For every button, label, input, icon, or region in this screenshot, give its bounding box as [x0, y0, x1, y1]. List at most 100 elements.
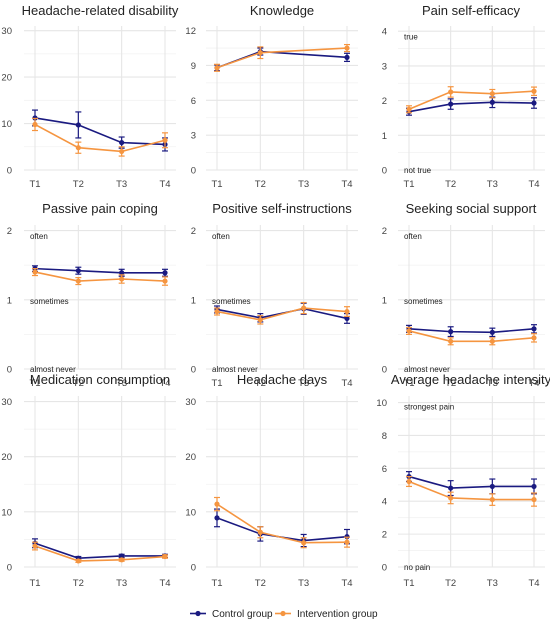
panel-2: Knowledge 0 3 6 9 12 T1 T2 T3 T4 — [185, 3, 358, 190]
data-point — [344, 54, 350, 60]
y-tick-label: 9 — [191, 61, 196, 72]
data-point — [489, 99, 495, 105]
series-line — [34, 542, 165, 559]
x-tick-label: T4 — [159, 578, 170, 589]
x-tick-label: T3 — [116, 378, 127, 389]
series-line — [216, 307, 348, 321]
panel-title: Knowledge — [250, 3, 314, 18]
x-tick-label: T2 — [73, 378, 84, 389]
series-control — [406, 471, 537, 497]
y-tick-label: 2 — [382, 226, 387, 237]
scale-annotation: often — [212, 232, 230, 241]
gridlines — [206, 396, 358, 568]
x-tick-label: T2 — [255, 179, 266, 190]
data-point — [531, 100, 537, 106]
x-tick-label: T4 — [528, 179, 539, 190]
y-tick-label: 20 — [1, 73, 12, 84]
data-point — [448, 338, 454, 344]
panel-title: Medication consumption — [30, 372, 170, 387]
panel-5: Positive self-instructions 0 1 2 T1 T2 T3 T4 oft… — [191, 201, 358, 389]
x-tick-label: T1 — [29, 578, 40, 589]
y-tick-label: 10 — [185, 507, 196, 518]
scale-annotation: almost never — [212, 365, 258, 374]
scale-annotation: sometimes — [212, 297, 251, 306]
series-intervention — [32, 541, 168, 564]
data-point — [531, 335, 537, 341]
gridlines — [24, 396, 176, 568]
data-point — [448, 485, 454, 491]
data-point — [531, 88, 537, 94]
scale-annotation: often — [30, 232, 48, 241]
scale-annotation: no pain — [404, 563, 430, 572]
x-tick-label: T3 — [298, 578, 309, 589]
y-tick-label: 1 — [382, 131, 387, 142]
series-line — [216, 503, 348, 544]
scale-annotation: almost never — [30, 365, 76, 374]
panel-title: Pain self-efficacy — [422, 3, 521, 18]
x-tick-label: T1 — [29, 179, 40, 190]
panel-6: Seeking social support 0 1 2 T1 T2 T3 T4 often so… — [382, 201, 545, 389]
data-point — [162, 553, 168, 560]
scale-annotation: strongest pain — [404, 403, 454, 412]
y-tick-label: 0 — [191, 365, 196, 376]
y-tick-label: 30 — [1, 397, 12, 408]
series-line — [34, 123, 166, 153]
x-tick-label: T4 — [341, 378, 352, 389]
gridlines — [398, 26, 545, 171]
x-tick-label: T2 — [445, 179, 456, 190]
data-point — [531, 326, 537, 332]
legend-item-control: Control group — [190, 609, 273, 620]
series-line — [34, 267, 165, 274]
data-point — [214, 308, 220, 315]
data-point — [448, 495, 454, 501]
panel-title: Headache-related disability — [22, 3, 179, 18]
data-point — [344, 315, 350, 322]
y-tick-label: 2 — [7, 226, 12, 237]
gridlines — [206, 225, 358, 370]
y-tick-label: 2 — [191, 226, 196, 237]
y-tick-label: 1 — [382, 295, 387, 306]
y-tick-label: 6 — [382, 464, 387, 475]
x-tick-label: T4 — [159, 378, 170, 389]
scale-annotation: almost never — [404, 365, 450, 374]
panel-8: Headache days 0 10 20 30 T1 T2 T3 T4 — [185, 372, 358, 589]
y-tick-label: 0 — [191, 563, 196, 574]
x-tick-label: T1 — [403, 578, 414, 589]
series-intervention — [32, 268, 168, 286]
y-tick-label: 0 — [7, 166, 12, 177]
series-line — [408, 328, 535, 334]
data-point — [119, 276, 125, 282]
gridlines — [24, 225, 176, 370]
series-intervention — [214, 496, 350, 549]
data-point — [257, 50, 263, 56]
data-point — [301, 305, 307, 311]
y-tick-label: 0 — [7, 365, 12, 376]
y-tick-label: 0 — [382, 563, 387, 574]
y-tick-label: 12 — [185, 26, 196, 37]
series-line — [408, 90, 535, 111]
data-point — [32, 121, 38, 128]
legend: Control group Intervention group — [190, 609, 378, 620]
y-tick-label: 10 — [1, 119, 12, 130]
data-point — [119, 557, 125, 563]
y-tick-label: 2 — [382, 530, 387, 541]
data-point — [75, 122, 81, 128]
data-point — [32, 269, 38, 275]
panel-title: Positive self-instructions — [212, 201, 352, 216]
data-point — [119, 270, 125, 276]
gridlines — [398, 396, 545, 568]
series-line — [34, 271, 166, 282]
y-tick-label: 2 — [382, 96, 387, 107]
panel-1: Headache-related disability 0 10 20 30 T1 T2 T3… — [1, 3, 178, 190]
data-point — [448, 101, 454, 107]
data-point — [75, 558, 81, 564]
y-tick-label: 20 — [1, 452, 12, 463]
x-tick-label: T1 — [403, 378, 414, 389]
x-tick-label: T1 — [29, 378, 40, 389]
data-point — [448, 329, 454, 335]
data-point — [344, 539, 350, 545]
data-point — [162, 270, 168, 276]
panel-3: Pain self-efficacy 0 1 2 3 4 T1 T2 T3 T4 true not t… — [382, 3, 545, 190]
y-tick-label: 3 — [191, 131, 196, 142]
scale-annotation: true — [404, 32, 418, 41]
